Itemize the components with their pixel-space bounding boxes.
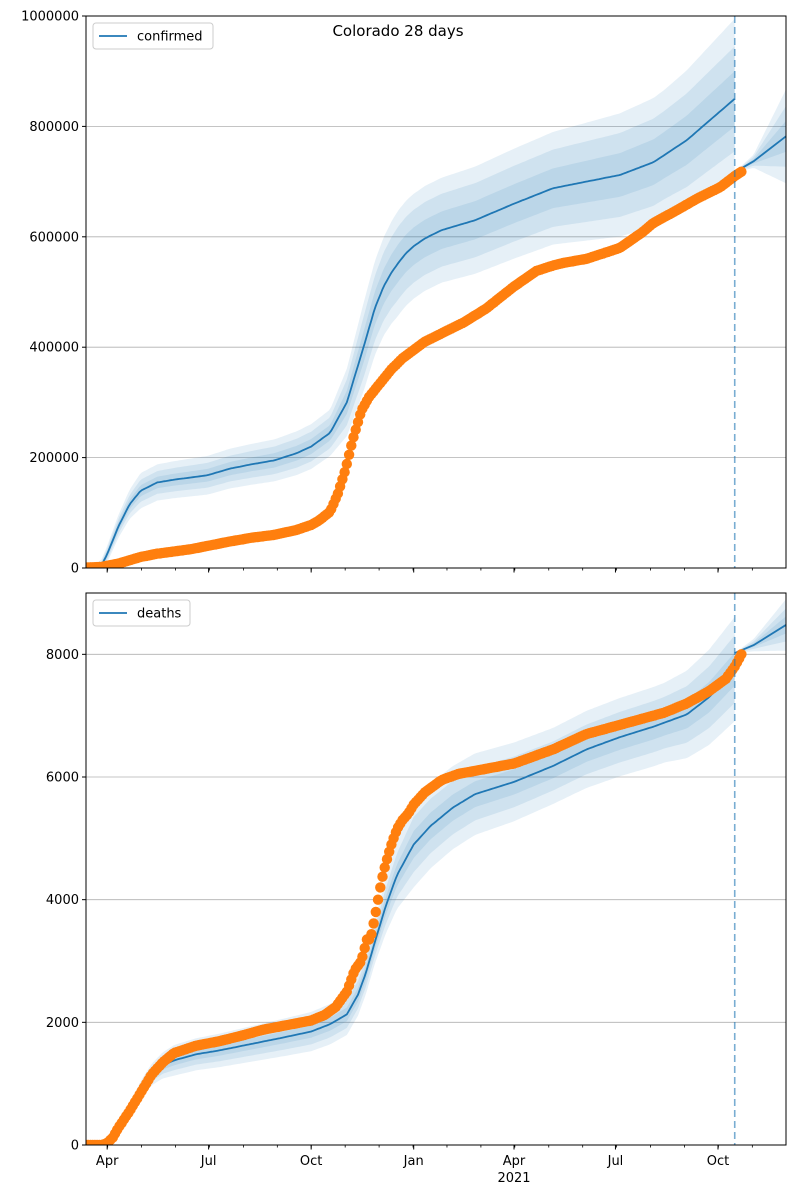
confirmed-chart: 0 200000 400000 600000 800000 1000000 confirme… (21, 10, 787, 577)
model-line (86, 668, 736, 1145)
model-band (86, 616, 735, 1145)
observed-point (377, 871, 388, 882)
observed-point (372, 894, 384, 905)
legend-label: deaths (137, 607, 182, 622)
x-tick-label: Oct (300, 1154, 322, 1169)
chart-title: Colorado 28 days (332, 22, 463, 40)
y-tick-label: 200000 (29, 451, 79, 466)
legend-box (92, 599, 191, 627)
projection-band (734, 608, 786, 654)
observed-point (343, 449, 355, 460)
legend-box (92, 22, 214, 50)
model-band (86, 71, 735, 568)
observed-point (370, 906, 381, 918)
observed-point (375, 882, 386, 893)
y-tick-label: 6000 (46, 771, 79, 786)
legend: confirmed (92, 22, 214, 50)
observed-point (339, 467, 350, 478)
observed-point (341, 458, 352, 470)
x-year-label: 2021 (497, 1171, 530, 1186)
observed-point (379, 862, 390, 873)
legend-label: confirmed (137, 30, 203, 45)
y-tick-label: 400000 (29, 341, 79, 356)
observed-point (368, 918, 379, 929)
projection-band (734, 89, 786, 184)
y-tick-label: 1000000 (21, 10, 79, 25)
axes-frame (85, 15, 787, 569)
x-tick-label: Oct (707, 1154, 729, 1169)
projection-band (734, 599, 786, 654)
observed-point (357, 951, 368, 962)
observed-point (359, 942, 370, 954)
y-tick-label: 0 (71, 1139, 79, 1154)
observed-point (346, 440, 357, 451)
model-band (86, 18, 735, 568)
observed-point (736, 649, 747, 660)
x-tick-label: Apr (503, 1154, 526, 1169)
axes-frame (85, 592, 787, 1146)
x-tick-label: Jan (403, 1154, 424, 1169)
y-tick-label: 0 (71, 562, 79, 577)
legend: deaths (92, 599, 191, 627)
projection-band (734, 616, 786, 654)
model-band (86, 46, 735, 568)
plot-area (86, 18, 786, 568)
x-tick-label: Jul (200, 1154, 217, 1169)
y-tick-label: 800000 (29, 120, 79, 135)
x-tick-label: Jul (607, 1154, 624, 1169)
y-tick-label: 2000 (46, 1016, 79, 1031)
model-band (86, 635, 735, 1145)
model-line (86, 98, 736, 568)
x-tick-label: Apr (96, 1154, 119, 1169)
y-tick-label: 8000 (46, 648, 79, 663)
observed-point (736, 166, 747, 177)
projection-band (734, 106, 786, 173)
deaths-chart: 0 2000 4000 6000 8000 Apr Jul Oct Jan Apr Jul Oct 20… (46, 592, 787, 1186)
projection-band (734, 120, 786, 173)
y-tick-label: 4000 (46, 893, 79, 908)
y-tick-label: 600000 (29, 230, 79, 245)
plot-area (86, 599, 786, 1145)
observed-point (366, 929, 377, 940)
